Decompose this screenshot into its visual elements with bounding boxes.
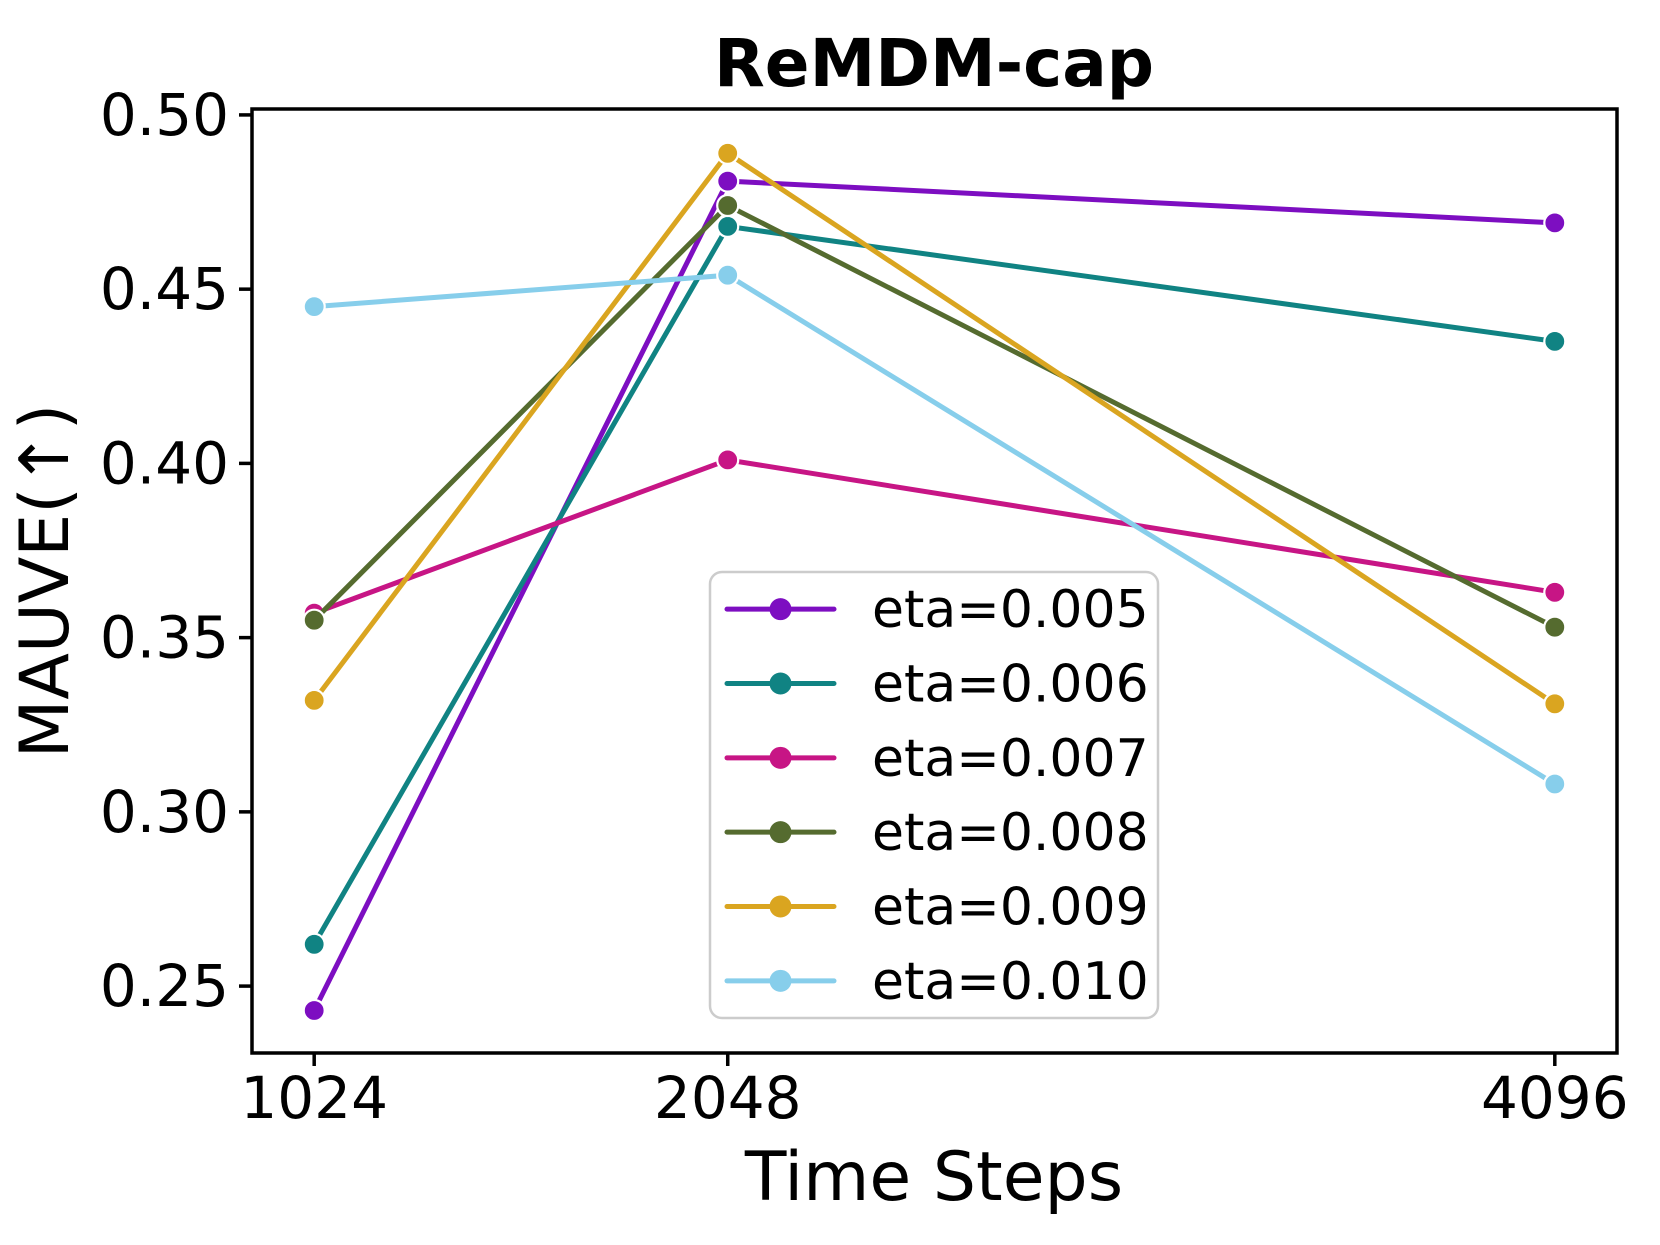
legend: eta=0.005 eta=0.006 eta=0.007 eta=0.008 eta=…	[708, 570, 1160, 1020]
legend-item-label: eta=0.008	[872, 803, 1149, 863]
data-point-eta=0.010	[302, 295, 326, 319]
legend-item-label: eta=0.010	[872, 952, 1149, 1012]
legend-item-label: eta=0.009	[872, 878, 1149, 938]
x-axis-label: Time Steps	[744, 1138, 1123, 1217]
data-point-eta=0.009	[1543, 692, 1567, 716]
axes-spines	[250, 107, 1619, 1055]
data-point-eta=0.005	[1543, 211, 1567, 235]
legend-swatch-marker	[769, 969, 792, 992]
x-tick-label: 2048	[654, 1064, 802, 1132]
y-tick-label: 0.45	[100, 255, 229, 323]
legend-swatch-marker	[769, 821, 792, 844]
data-point-eta=0.006	[302, 932, 326, 956]
legend-swatch-marker	[769, 598, 792, 621]
y-tick-label: 0.50	[100, 81, 229, 149]
data-point-eta=0.008	[716, 193, 740, 218]
data-point-eta=0.007	[716, 448, 740, 472]
legend-item-label: eta=0.006	[872, 655, 1149, 715]
data-point-eta=0.008	[1543, 615, 1567, 639]
legend-item-label: eta=0.005	[872, 580, 1149, 640]
y-tick-label: 0.30	[100, 778, 229, 846]
legend-swatch-marker	[769, 672, 792, 695]
y-tick-label: 0.35	[100, 604, 229, 672]
x-tick-label: 4096	[1481, 1064, 1629, 1132]
data-point-eta=0.005	[716, 169, 740, 193]
data-point-eta=0.006	[1543, 329, 1567, 353]
y-axis-label: MAUVE(↑)	[6, 404, 85, 758]
data-point-eta=0.006	[716, 214, 740, 238]
legend-item-label: eta=0.007	[872, 729, 1149, 789]
x-tick-label: 1024	[240, 1064, 388, 1132]
data-point-eta=0.009	[716, 141, 740, 165]
y-tick-label: 0.25	[100, 952, 229, 1020]
data-point-eta=0.005	[302, 998, 326, 1023]
legend-swatch-marker	[769, 746, 792, 769]
data-point-eta=0.010	[716, 263, 740, 287]
y-tick-label: 0.40	[100, 429, 229, 497]
data-point-eta=0.010	[1543, 772, 1567, 796]
data-point-eta=0.008	[302, 608, 326, 632]
data-point-eta=0.009	[302, 688, 326, 713]
legend-swatch-marker	[769, 895, 792, 918]
data-point-eta=0.007	[1543, 580, 1567, 604]
chart-title: ReMDM-cap	[714, 25, 1154, 102]
